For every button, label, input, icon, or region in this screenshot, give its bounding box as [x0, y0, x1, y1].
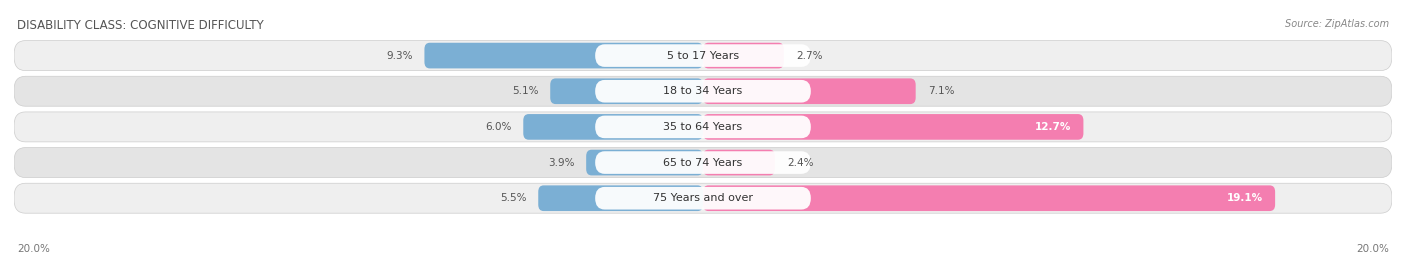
FancyBboxPatch shape [703, 78, 915, 104]
Text: 18 to 34 Years: 18 to 34 Years [664, 86, 742, 96]
FancyBboxPatch shape [538, 185, 703, 211]
Text: 12.7%: 12.7% [1035, 122, 1071, 132]
FancyBboxPatch shape [14, 148, 1392, 178]
FancyBboxPatch shape [595, 80, 811, 103]
Text: 2.4%: 2.4% [787, 158, 813, 168]
FancyBboxPatch shape [595, 187, 811, 210]
Text: 2.7%: 2.7% [796, 50, 823, 60]
Text: 6.0%: 6.0% [485, 122, 512, 132]
FancyBboxPatch shape [595, 151, 811, 174]
Text: 7.1%: 7.1% [928, 86, 955, 96]
FancyBboxPatch shape [586, 150, 703, 176]
FancyBboxPatch shape [14, 40, 1392, 70]
Text: 65 to 74 Years: 65 to 74 Years [664, 158, 742, 168]
Text: 5.5%: 5.5% [499, 193, 526, 203]
Text: 35 to 64 Years: 35 to 64 Years [664, 122, 742, 132]
Text: 5 to 17 Years: 5 to 17 Years [666, 50, 740, 60]
FancyBboxPatch shape [595, 44, 811, 67]
Text: 3.9%: 3.9% [548, 158, 574, 168]
Text: 20.0%: 20.0% [1357, 244, 1389, 254]
FancyBboxPatch shape [703, 114, 1084, 140]
Text: 9.3%: 9.3% [387, 50, 412, 60]
FancyBboxPatch shape [703, 43, 785, 68]
FancyBboxPatch shape [425, 43, 703, 68]
FancyBboxPatch shape [14, 183, 1392, 213]
FancyBboxPatch shape [703, 185, 1275, 211]
Text: 5.1%: 5.1% [512, 86, 538, 96]
FancyBboxPatch shape [595, 116, 811, 138]
FancyBboxPatch shape [703, 150, 775, 176]
FancyBboxPatch shape [550, 78, 703, 104]
FancyBboxPatch shape [14, 112, 1392, 142]
Text: 75 Years and over: 75 Years and over [652, 193, 754, 203]
Text: 20.0%: 20.0% [17, 244, 49, 254]
Text: DISABILITY CLASS: COGNITIVE DIFFICULTY: DISABILITY CLASS: COGNITIVE DIFFICULTY [17, 19, 263, 32]
Text: Source: ZipAtlas.com: Source: ZipAtlas.com [1285, 19, 1389, 29]
FancyBboxPatch shape [14, 76, 1392, 106]
Text: 19.1%: 19.1% [1227, 193, 1263, 203]
FancyBboxPatch shape [523, 114, 703, 140]
